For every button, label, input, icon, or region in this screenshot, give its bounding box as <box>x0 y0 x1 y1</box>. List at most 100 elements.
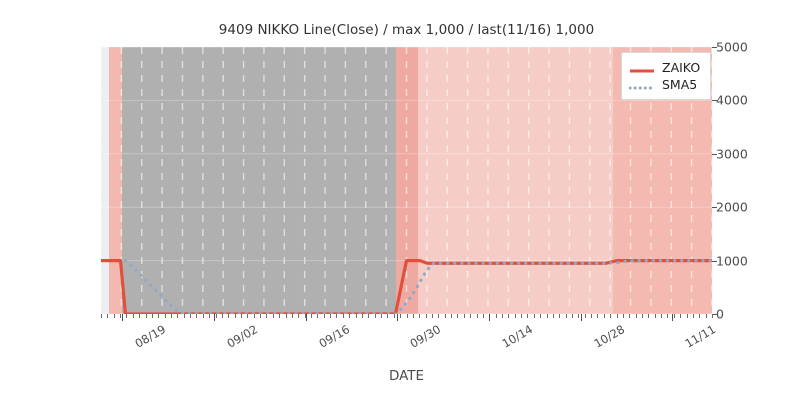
x-tick-mark-minor <box>241 314 243 318</box>
x-tick-mark-major <box>214 314 216 321</box>
x-tick-mark-minor <box>425 314 427 318</box>
x-tick-mark-minor <box>304 314 306 318</box>
x-tick-mark-minor <box>482 314 484 318</box>
x-tick-mark-minor <box>202 314 204 318</box>
x-tick-mark-minor <box>616 314 618 318</box>
legend-item-sma5[interactable]: SMA5 <box>628 76 703 93</box>
x-tick-label: 09/02 <box>224 322 261 351</box>
x-tick-mark-minor <box>571 314 573 318</box>
x-tick-mark-minor <box>349 314 351 318</box>
x-tick-mark-minor <box>393 314 395 318</box>
x-tick-mark-minor <box>126 314 128 318</box>
chart-title: 9409 NIKKO Line(Close) / max 1,000 / las… <box>218 22 595 38</box>
legend-swatch-sma5 <box>628 79 656 91</box>
x-tick-mark-minor <box>648 314 650 318</box>
x-tick-mark-minor <box>705 314 707 318</box>
y-tick-label: 5000 <box>716 39 748 55</box>
x-tick-mark-minor <box>610 314 612 318</box>
x-axis-tick-marks <box>101 314 713 323</box>
x-tick-mark-minor <box>221 314 223 318</box>
x-tick-mark-minor <box>368 314 370 318</box>
x-tick-mark-minor <box>584 314 586 318</box>
background-band <box>108 47 122 314</box>
y-tick-label: 3000 <box>716 146 748 162</box>
x-tick-mark-minor <box>400 314 402 318</box>
x-tick-mark-minor <box>712 314 713 318</box>
x-tick-mark-minor <box>667 314 669 318</box>
x-tick-mark-minor <box>533 314 535 318</box>
x-tick-mark-minor <box>266 314 268 318</box>
x-tick-mark-minor <box>692 314 694 318</box>
x-tick-mark-major <box>672 314 674 321</box>
y-tick-label: 2000 <box>716 199 748 215</box>
x-tick-mark-minor <box>215 314 217 318</box>
x-tick-mark-minor <box>107 314 109 318</box>
x-tick-mark-minor <box>457 314 459 318</box>
x-tick-label: 10/28 <box>591 322 627 351</box>
y-tick-mark <box>712 260 717 262</box>
y-tick-mark <box>712 47 717 48</box>
x-tick-mark-minor <box>253 314 255 318</box>
x-tick-mark-minor <box>514 314 516 318</box>
x-tick-mark-minor <box>311 314 313 318</box>
series-line-zaiko <box>101 259 712 314</box>
x-tick-mark-minor <box>578 314 580 318</box>
y-tick-mark <box>712 207 717 209</box>
x-tick-mark-minor <box>521 314 523 318</box>
x-tick-mark-minor <box>190 314 192 318</box>
x-tick-mark-minor <box>209 314 211 318</box>
x-tick-mark-minor <box>419 314 421 318</box>
x-tick-mark-minor <box>680 314 682 318</box>
x-tick-mark-minor <box>444 314 446 318</box>
legend-label-sma5: SMA5 <box>662 77 698 92</box>
x-tick-mark-minor <box>559 314 561 318</box>
x-tick-mark-minor <box>285 314 287 318</box>
x-tick-mark-minor <box>412 314 414 318</box>
y-tick-mark <box>712 100 717 102</box>
x-tick-mark-minor <box>654 314 656 318</box>
x-tick-mark-minor <box>158 314 160 318</box>
x-tick-mark-minor <box>139 314 141 318</box>
x-tick-mark-minor <box>164 314 166 318</box>
chart-legend[interactable]: ZAIKO SMA5 <box>621 52 711 100</box>
x-tick-label: 09/30 <box>407 322 444 351</box>
x-tick-mark-minor <box>183 314 185 318</box>
x-tick-mark-minor <box>565 314 567 318</box>
x-tick-mark-minor <box>247 314 249 318</box>
y-tick-label: 0 <box>716 306 724 322</box>
x-tick-mark-minor <box>355 314 357 318</box>
x-tick-mark-minor <box>132 314 134 318</box>
x-tick-mark-minor <box>661 314 663 318</box>
x-tick-mark-minor <box>540 314 542 318</box>
legend-item-zaiko[interactable]: ZAIKO <box>629 59 703 76</box>
background-band <box>418 47 613 314</box>
background-band <box>101 47 109 314</box>
x-tick-mark-minor <box>323 314 325 318</box>
x-tick-mark-minor <box>476 314 478 318</box>
x-tick-mark-minor <box>151 314 153 318</box>
x-tick-mark-minor <box>463 314 465 318</box>
x-tick-mark-minor <box>629 314 631 318</box>
x-tick-mark-minor <box>101 314 102 318</box>
x-tick-mark-minor <box>279 314 281 318</box>
legend-swatch-zaiko <box>629 62 655 74</box>
x-tick-mark-major <box>122 314 124 321</box>
x-tick-mark-minor <box>387 314 389 318</box>
x-tick-mark-minor <box>145 314 147 318</box>
y-tick-label: 1000 <box>716 253 748 269</box>
x-tick-mark-minor <box>597 314 599 318</box>
background-band <box>121 47 397 314</box>
x-tick-mark-minor <box>234 314 236 318</box>
legend-label-zaiko: ZAIKO <box>662 60 701 75</box>
x-tick-mark-minor <box>272 314 274 318</box>
x-tick-mark-minor <box>113 314 115 318</box>
x-tick-mark-minor <box>622 314 624 318</box>
x-tick-mark-minor <box>196 314 198 318</box>
x-tick-mark-minor <box>171 314 172 318</box>
x-tick-mark-minor <box>298 314 300 318</box>
x-tick-mark-minor <box>120 314 122 318</box>
x-tick-mark-minor <box>361 314 363 318</box>
x-tick-mark-minor <box>552 314 554 318</box>
x-tick-mark-minor <box>317 314 319 318</box>
